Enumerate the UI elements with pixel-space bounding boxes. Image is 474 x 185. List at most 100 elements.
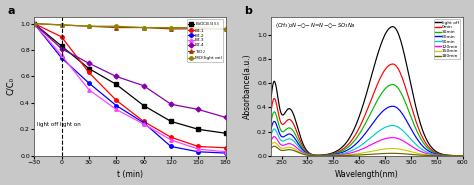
BT-3: [86, 89, 91, 91]
BT-1: [223, 147, 228, 149]
BiOCl$_{0.5}$I$_{0.5}$: [168, 120, 174, 122]
light off: [390, 26, 395, 28]
30min: [390, 83, 395, 86]
30min: [433, 152, 439, 155]
BT-1: [141, 120, 146, 122]
180min: [414, 154, 419, 156]
BT-4: [168, 103, 174, 105]
120min: [272, 136, 277, 138]
0min: [268, 110, 274, 112]
BT-1: [195, 145, 201, 148]
120min: [268, 140, 274, 142]
120min: [380, 138, 385, 141]
light off: [414, 109, 419, 111]
MO(light on): [223, 28, 228, 30]
90min: [384, 125, 390, 128]
90min: [380, 128, 385, 130]
30min: [384, 86, 390, 88]
Line: BT-1: BT-1: [32, 22, 228, 149]
BT-3: [31, 22, 37, 25]
MO(light on): [168, 26, 174, 29]
60min: [391, 105, 396, 107]
60min: [384, 107, 390, 109]
Y-axis label: Absorbance(a.u.): Absorbance(a.u.): [243, 53, 252, 119]
180min: [460, 155, 465, 157]
light off: [433, 151, 439, 153]
30min: [460, 155, 465, 157]
Line: 120min: 120min: [271, 137, 463, 156]
150min: [391, 147, 396, 150]
Line: 180min: 180min: [271, 146, 463, 156]
Line: BT-4: BT-4: [32, 22, 228, 119]
BiOCl$_{0.5}$I$_{0.5}$: [113, 83, 119, 85]
light off: [268, 96, 274, 98]
MO(light on): [86, 25, 91, 27]
MO(light on): [141, 26, 146, 29]
Line: TiO$_2$: TiO$_2$: [32, 22, 228, 31]
BT-3: [113, 108, 119, 111]
Line: BT-2: BT-2: [32, 22, 228, 155]
TiO$_2$: [195, 28, 201, 30]
60min: [390, 105, 395, 107]
90min: [268, 134, 274, 136]
light off: [460, 155, 465, 157]
150min: [414, 152, 419, 154]
150min: [385, 148, 391, 150]
Line: MO(light on): MO(light on): [32, 22, 228, 31]
150min: [380, 148, 385, 150]
0min: [391, 63, 396, 65]
BT-3: [195, 148, 201, 150]
BiOCl$_{0.5}$I$_{0.5}$: [59, 45, 64, 47]
180min: [380, 152, 385, 155]
BT-4: [223, 116, 228, 119]
BT-2: [113, 104, 119, 107]
X-axis label: Wavelength(nm): Wavelength(nm): [335, 170, 399, 179]
Line: 150min: 150min: [271, 142, 463, 156]
180min: [433, 154, 439, 157]
180min: [385, 152, 391, 154]
MO(light on): [59, 24, 64, 26]
BiOCl$_{0.5}$I$_{0.5}$: [195, 128, 201, 130]
120min: [433, 154, 439, 156]
150min: [272, 141, 277, 143]
BT-2: [168, 145, 174, 148]
BT-2: [59, 57, 64, 59]
150min: [433, 154, 439, 157]
Legend: BiOCl$_{0.5}$I$_{0.5}$, BT-1, BT-2, BT-3, BT-4, TiO$_2$, MO(light on): BiOCl$_{0.5}$I$_{0.5}$, BT-1, BT-2, BT-3…: [187, 19, 223, 62]
BT-4: [31, 22, 37, 25]
0min: [433, 152, 439, 154]
MO(light on): [195, 26, 201, 29]
0min: [380, 73, 385, 75]
0min: [460, 155, 465, 157]
30min: [268, 120, 274, 122]
BT-3: [223, 151, 228, 153]
90min: [433, 154, 439, 156]
BT-4: [86, 62, 91, 64]
60min: [380, 110, 385, 113]
BT-2: [223, 152, 228, 154]
TiO$_2$: [31, 22, 37, 25]
BT-3: [168, 139, 174, 141]
0min: [384, 66, 390, 68]
120min: [280, 144, 286, 146]
BT-4: [113, 75, 119, 78]
BT-4: [141, 85, 146, 87]
BT-4: [59, 48, 64, 50]
120min: [414, 148, 419, 150]
light off: [391, 26, 396, 28]
120min: [460, 155, 465, 157]
0min: [414, 122, 419, 124]
90min: [460, 155, 465, 157]
180min: [272, 145, 277, 147]
90min: [414, 144, 419, 146]
BT-1: [59, 36, 64, 38]
30min: [414, 129, 419, 132]
TiO$_2$: [141, 26, 146, 29]
Line: 0min: 0min: [271, 64, 463, 156]
30min: [380, 91, 385, 93]
90min: [391, 125, 396, 127]
TiO$_2$: [168, 28, 174, 30]
Text: light on: light on: [60, 122, 81, 127]
180min: [280, 149, 286, 152]
Line: 90min: 90min: [271, 126, 463, 156]
